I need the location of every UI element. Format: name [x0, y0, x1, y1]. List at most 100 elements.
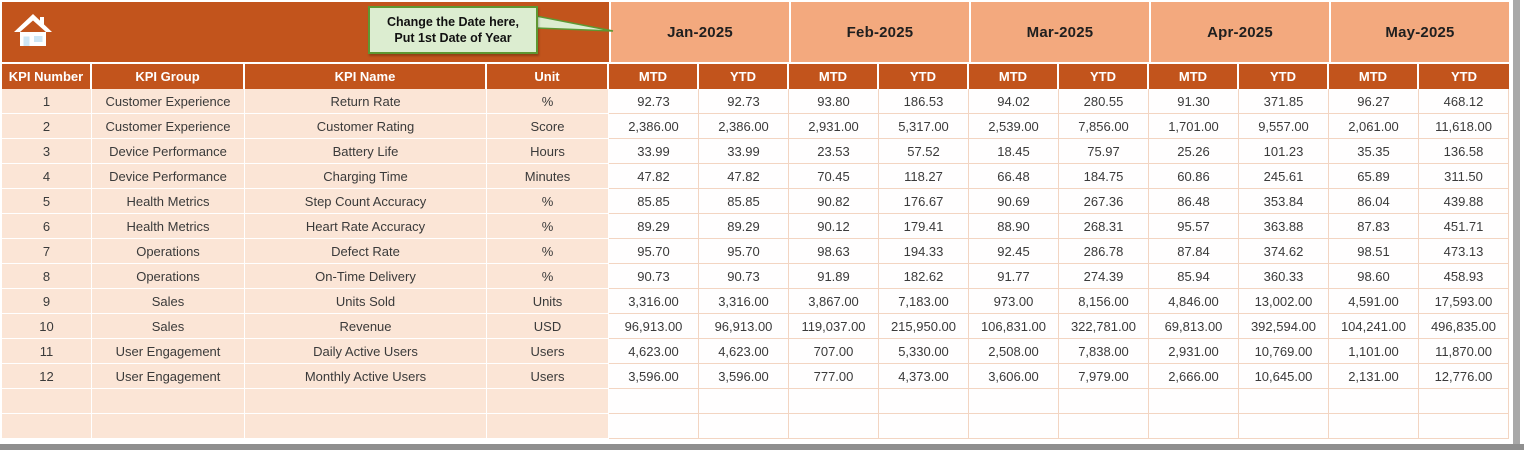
- value-cell[interactable]: 2,386.00: [699, 114, 789, 139]
- kpi-number-cell[interactable]: 3: [2, 139, 92, 164]
- empty-cell[interactable]: [1059, 389, 1149, 414]
- empty-cell[interactable]: [699, 414, 789, 439]
- empty-cell[interactable]: [1149, 414, 1239, 439]
- value-cell[interactable]: 4,591.00: [1329, 289, 1419, 314]
- value-cell[interactable]: 4,846.00: [1149, 289, 1239, 314]
- value-cell[interactable]: 5,317.00: [879, 114, 969, 139]
- value-cell[interactable]: 4,623.00: [609, 339, 699, 364]
- value-cell[interactable]: 18.45: [969, 139, 1059, 164]
- value-cell[interactable]: 70.45: [789, 164, 879, 189]
- value-cell[interactable]: 7,838.00: [1059, 339, 1149, 364]
- value-cell[interactable]: 92.73: [699, 89, 789, 114]
- value-cell[interactable]: 89.29: [609, 214, 699, 239]
- value-cell[interactable]: 35.35: [1329, 139, 1419, 164]
- kpi-name-cell[interactable]: Revenue: [245, 314, 487, 339]
- value-cell[interactable]: 94.02: [969, 89, 1059, 114]
- value-cell[interactable]: 179.41: [879, 214, 969, 239]
- value-cell[interactable]: 1,101.00: [1329, 339, 1419, 364]
- value-cell[interactable]: 468.12: [1419, 89, 1509, 114]
- value-cell[interactable]: 104,241.00: [1329, 314, 1419, 339]
- kpi-number-cell[interactable]: 4: [2, 164, 92, 189]
- kpi-group-cell[interactable]: User Engagement: [92, 339, 245, 364]
- kpi-group-cell[interactable]: Operations: [92, 239, 245, 264]
- value-cell[interactable]: 184.75: [1059, 164, 1149, 189]
- unit-cell[interactable]: %: [487, 239, 609, 264]
- unit-cell[interactable]: Hours: [487, 139, 609, 164]
- kpi-name-cell[interactable]: Monthly Active Users: [245, 364, 487, 389]
- value-cell[interactable]: 371.85: [1239, 89, 1329, 114]
- value-cell[interactable]: 98.51: [1329, 239, 1419, 264]
- value-cell[interactable]: 182.62: [879, 264, 969, 289]
- value-cell[interactable]: 101.23: [1239, 139, 1329, 164]
- empty-cell[interactable]: [1059, 414, 1149, 439]
- kpi-group-cell[interactable]: Customer Experience: [92, 89, 245, 114]
- unit-cell[interactable]: Units: [487, 289, 609, 314]
- value-cell[interactable]: 87.84: [1149, 239, 1239, 264]
- value-cell[interactable]: 98.63: [789, 239, 879, 264]
- empty-cell[interactable]: [1149, 389, 1239, 414]
- header-ytd-month-4[interactable]: YTD: [1419, 64, 1509, 89]
- value-cell[interactable]: 86.48: [1149, 189, 1239, 214]
- kpi-number-cell[interactable]: 12: [2, 364, 92, 389]
- kpi-group-cell[interactable]: Health Metrics: [92, 214, 245, 239]
- value-cell[interactable]: 3,867.00: [789, 289, 879, 314]
- value-cell[interactable]: 267.36: [1059, 189, 1149, 214]
- value-cell[interactable]: 60.86: [1149, 164, 1239, 189]
- kpi-group-cell[interactable]: Operations: [92, 264, 245, 289]
- value-cell[interactable]: 92.45: [969, 239, 1059, 264]
- value-cell[interactable]: 322,781.00: [1059, 314, 1149, 339]
- kpi-name-cell[interactable]: Units Sold: [245, 289, 487, 314]
- unit-cell[interactable]: Users: [487, 364, 609, 389]
- kpi-group-cell[interactable]: User Engagement: [92, 364, 245, 389]
- kpi-name-cell[interactable]: On-Time Delivery: [245, 264, 487, 289]
- header-mtd-month-0[interactable]: MTD: [609, 64, 699, 89]
- value-cell[interactable]: 5,330.00: [879, 339, 969, 364]
- value-cell[interactable]: 10,645.00: [1239, 364, 1329, 389]
- unit-cell[interactable]: %: [487, 89, 609, 114]
- value-cell[interactable]: 106,831.00: [969, 314, 1059, 339]
- value-cell[interactable]: 2,386.00: [609, 114, 699, 139]
- value-cell[interactable]: 8,156.00: [1059, 289, 1149, 314]
- month-date-cell[interactable]: Mar-2025: [969, 2, 1149, 62]
- unit-cell[interactable]: USD: [487, 314, 609, 339]
- unit-cell[interactable]: Minutes: [487, 164, 609, 189]
- header-ytd-month-2[interactable]: YTD: [1059, 64, 1149, 89]
- value-cell[interactable]: 25.26: [1149, 139, 1239, 164]
- value-cell[interactable]: 47.82: [699, 164, 789, 189]
- change-date-callout[interactable]: Change the Date here, Put 1st Date of Ye…: [368, 6, 538, 54]
- value-cell[interactable]: 274.39: [1059, 264, 1149, 289]
- empty-cell[interactable]: [1239, 389, 1329, 414]
- value-cell[interactable]: 7,183.00: [879, 289, 969, 314]
- kpi-number-cell[interactable]: 8: [2, 264, 92, 289]
- value-cell[interactable]: 23.53: [789, 139, 879, 164]
- value-cell[interactable]: 392,594.00: [1239, 314, 1329, 339]
- kpi-name-cell[interactable]: [245, 389, 487, 414]
- value-cell[interactable]: 10,769.00: [1239, 339, 1329, 364]
- kpi-group-cell[interactable]: Customer Experience: [92, 114, 245, 139]
- value-cell[interactable]: 2,931.00: [1149, 339, 1239, 364]
- empty-cell[interactable]: [879, 414, 969, 439]
- value-cell[interactable]: 90.69: [969, 189, 1059, 214]
- value-cell[interactable]: 215,950.00: [879, 314, 969, 339]
- value-cell[interactable]: 3,596.00: [699, 364, 789, 389]
- value-cell[interactable]: 2,508.00: [969, 339, 1059, 364]
- value-cell[interactable]: 95.57: [1149, 214, 1239, 239]
- month-date-cell[interactable]: Apr-2025: [1149, 2, 1329, 62]
- value-cell[interactable]: 353.84: [1239, 189, 1329, 214]
- value-cell[interactable]: 69,813.00: [1149, 314, 1239, 339]
- kpi-number-cell[interactable]: 11: [2, 339, 92, 364]
- empty-cell[interactable]: [609, 389, 699, 414]
- value-cell[interactable]: 75.97: [1059, 139, 1149, 164]
- header-ytd-month-0[interactable]: YTD: [699, 64, 789, 89]
- value-cell[interactable]: 118.27: [879, 164, 969, 189]
- header-kpi-number[interactable]: KPI Number: [2, 64, 92, 89]
- value-cell[interactable]: 973.00: [969, 289, 1059, 314]
- empty-cell[interactable]: [699, 389, 789, 414]
- empty-cell[interactable]: [789, 414, 879, 439]
- kpi-number-cell[interactable]: [2, 389, 92, 414]
- value-cell[interactable]: 451.71: [1419, 214, 1509, 239]
- value-cell[interactable]: 96,913.00: [699, 314, 789, 339]
- kpi-name-cell[interactable]: Defect Rate: [245, 239, 487, 264]
- vertical-scrollbar[interactable]: [1513, 0, 1520, 444]
- value-cell[interactable]: 268.31: [1059, 214, 1149, 239]
